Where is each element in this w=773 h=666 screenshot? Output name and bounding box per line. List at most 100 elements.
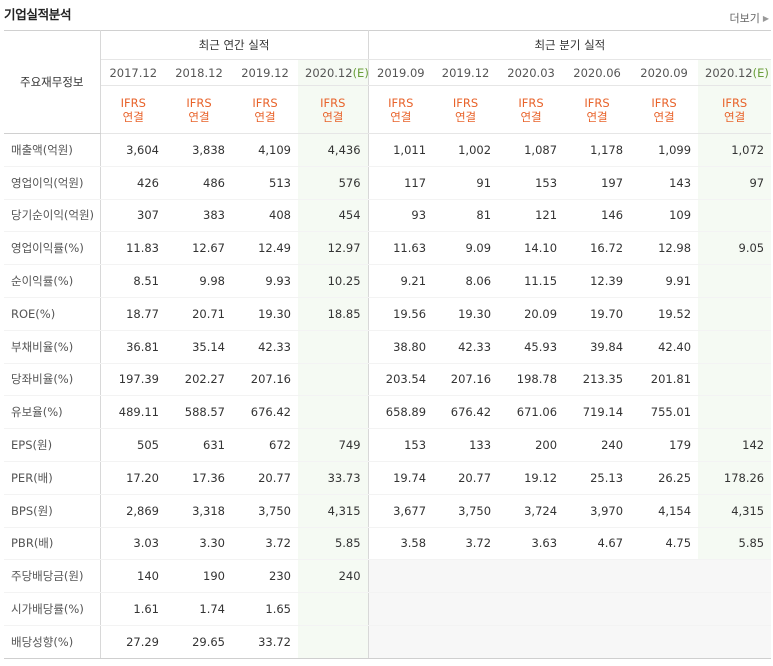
more-link[interactable]: 더보기 ▶	[729, 10, 769, 26]
quarter-cell: 81	[433, 199, 499, 233]
quarter-cell: 117	[368, 166, 434, 200]
ifrs-bottom: 연결	[653, 109, 675, 124]
annual-cell: 35.14	[166, 329, 232, 364]
quarter-cell: 19.70	[564, 297, 631, 331]
row-label: 당기순이익(억원)	[4, 199, 101, 233]
quarter-cell	[698, 559, 772, 594]
quarter-cell	[698, 297, 772, 331]
ifrs-badge: IFRS 연결	[698, 85, 772, 134]
annual-cell: 588.57	[166, 395, 232, 430]
quarter-cell: 19.52	[630, 297, 699, 331]
annual-cell: 1.65	[232, 592, 298, 626]
annual-cell: 29.65	[166, 625, 232, 659]
annual-cell: 3.03	[100, 527, 166, 561]
annual-cell: 631	[166, 428, 232, 462]
quarter-cell: 153	[498, 166, 565, 200]
table-row: 당기순이익(억원) 307 383 408 454 93 81 121 146 109	[4, 199, 772, 233]
table-row: 순이익률(%) 8.51 9.98 9.93 10.25 9.21 8.06 11.15 12.…	[4, 264, 772, 298]
quarter-cell	[368, 559, 434, 594]
quarter-period-header: 2020.06	[564, 59, 631, 86]
ifrs-top: IFRS	[320, 95, 346, 110]
quarter-cell: 19.12	[498, 461, 565, 495]
annual-cell: 17.36	[166, 461, 232, 495]
annual-cell: 1.61	[100, 592, 166, 626]
ifrs-top: IFRS	[721, 95, 748, 110]
quarter-cell	[368, 592, 434, 626]
annual-cell: 505	[100, 428, 166, 462]
quarter-period-header: 2020.03	[498, 59, 565, 86]
quarter-cell: 179	[630, 428, 699, 462]
ifrs-header-row: IFRS 연결 IFRS 연결 IFRS 연결 IFRS 연결 IFRS 연결 IFRS 연결 IFRS…	[4, 85, 772, 134]
quarter-cell: 3,750	[433, 494, 499, 528]
quarter-cell: 19.56	[368, 297, 434, 331]
annual-cell: 1.74	[166, 592, 232, 626]
ifrs-badge: IFRS 연결	[564, 85, 631, 134]
quarter-cell: 5.85	[698, 527, 772, 561]
annual-cell	[298, 363, 369, 397]
annual-cell: 3.30	[166, 527, 232, 561]
quarter-cell: 19.74	[368, 461, 434, 495]
quarter-cell	[698, 264, 772, 298]
ifrs-badge: IFRS 연결	[232, 85, 298, 134]
quarterly-group-header: 최근 분기 실적	[368, 30, 772, 60]
annual-cell: 9.98	[166, 264, 232, 298]
group-header-row: 주요재무정보 최근 연간 실적 최근 분기 실적	[4, 30, 772, 134]
ifrs-top: IFRS	[252, 95, 278, 110]
row-label: BPS(원)	[4, 494, 101, 528]
period-label: 2020.03	[507, 65, 555, 80]
quarter-cell	[433, 625, 499, 659]
annual-cell: 383	[166, 199, 232, 233]
quarter-cell: 671.06	[498, 395, 565, 430]
annual-cell: 12.67	[166, 231, 232, 266]
quarter-cell: 14.10	[498, 231, 565, 266]
quarter-cell: 25.13	[564, 461, 631, 495]
quarter-cell	[433, 592, 499, 626]
annual-cell: 454	[298, 199, 369, 233]
quarter-cell: 4.67	[564, 527, 631, 561]
quarter-cell: 11.63	[368, 231, 434, 266]
annual-cell: 190	[166, 559, 232, 594]
quarter-cell	[498, 592, 565, 626]
annual-group-header: 최근 연간 실적	[100, 30, 369, 60]
row-label: 주당배당금(원)	[4, 559, 101, 594]
annual-cell: 5.85	[298, 527, 369, 561]
quarter-cell: 133	[433, 428, 499, 462]
quarter-cell: 4.75	[630, 527, 699, 561]
annual-cell: 4,436	[298, 133, 369, 167]
annual-cell: 307	[100, 199, 166, 233]
annual-cell: 576	[298, 166, 369, 200]
quarter-cell: 1,002	[433, 133, 499, 167]
table-row: 배당성향(%) 27.29 29.65 33.72	[4, 625, 772, 659]
ifrs-badge: IFRS 연결	[630, 85, 699, 134]
quarter-cell: 201.81	[630, 363, 699, 397]
ifrs-bottom: 연결	[188, 109, 210, 124]
ifrs-top: IFRS	[186, 95, 212, 110]
ifrs-top: IFRS	[388, 95, 414, 110]
quarter-cell: 1,011	[368, 133, 434, 167]
row-label: 유보율(%)	[4, 395, 101, 430]
quarter-cell: 200	[498, 428, 565, 462]
quarter-cell: 143	[630, 166, 699, 200]
quarter-cell: 4,315	[698, 494, 772, 528]
quarter-cell: 19.30	[433, 297, 499, 331]
ifrs-bottom: 연결	[454, 109, 477, 124]
annual-cell: 3,318	[166, 494, 232, 528]
annual-period-header: 2018.12	[166, 59, 232, 86]
ifrs-bottom: 연결	[586, 109, 608, 124]
quarter-cell	[630, 592, 699, 626]
ifrs-badge: IFRS 연결	[166, 85, 232, 134]
quarter-cell: 1,178	[564, 133, 631, 167]
period-label: 2020.12	[305, 65, 353, 80]
quarter-cell: 12.39	[564, 264, 631, 298]
financial-table: 주요재무정보 최근 연간 실적 최근 분기 실적 2017.12 2018.12 2…	[4, 30, 772, 659]
quarter-cell: 1,072	[698, 133, 772, 167]
quarter-cell: 3.58	[368, 527, 434, 561]
ifrs-bottom: 연결	[390, 109, 412, 124]
quarter-cell: 3.63	[498, 527, 565, 561]
more-label: 더보기	[729, 12, 760, 25]
table-row: 시가배당률(%) 1.61 1.74 1.65	[4, 592, 772, 626]
annual-cell: 12.97	[298, 231, 369, 266]
annual-cell: 27.29	[100, 625, 166, 659]
quarter-cell	[630, 559, 699, 594]
quarter-cell: 4,154	[630, 494, 699, 528]
